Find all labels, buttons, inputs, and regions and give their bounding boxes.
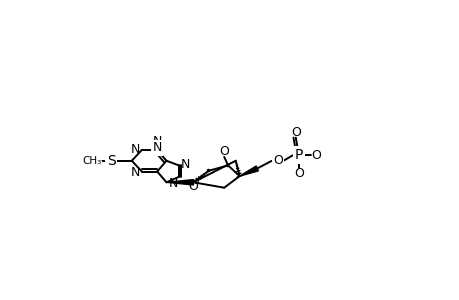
Text: P: P xyxy=(294,148,302,162)
Text: CH₃: CH₃ xyxy=(82,156,101,166)
Text: N: N xyxy=(131,143,140,157)
Text: O: O xyxy=(188,180,198,194)
Text: S: S xyxy=(92,156,98,166)
Text: N: N xyxy=(152,141,162,154)
Text: S: S xyxy=(93,154,101,167)
Text: O: O xyxy=(293,167,303,180)
Text: S: S xyxy=(94,155,102,168)
Text: O: O xyxy=(273,154,282,167)
Text: N: N xyxy=(131,166,140,179)
Text: N: N xyxy=(168,177,178,190)
Polygon shape xyxy=(239,166,258,176)
Text: S: S xyxy=(107,154,115,167)
Text: N: N xyxy=(181,158,190,171)
Text: N: N xyxy=(152,135,162,148)
Text: S: S xyxy=(106,154,115,168)
Text: O: O xyxy=(311,149,321,162)
Polygon shape xyxy=(166,180,193,185)
Text: O: O xyxy=(290,126,300,139)
Text: O: O xyxy=(219,145,229,158)
